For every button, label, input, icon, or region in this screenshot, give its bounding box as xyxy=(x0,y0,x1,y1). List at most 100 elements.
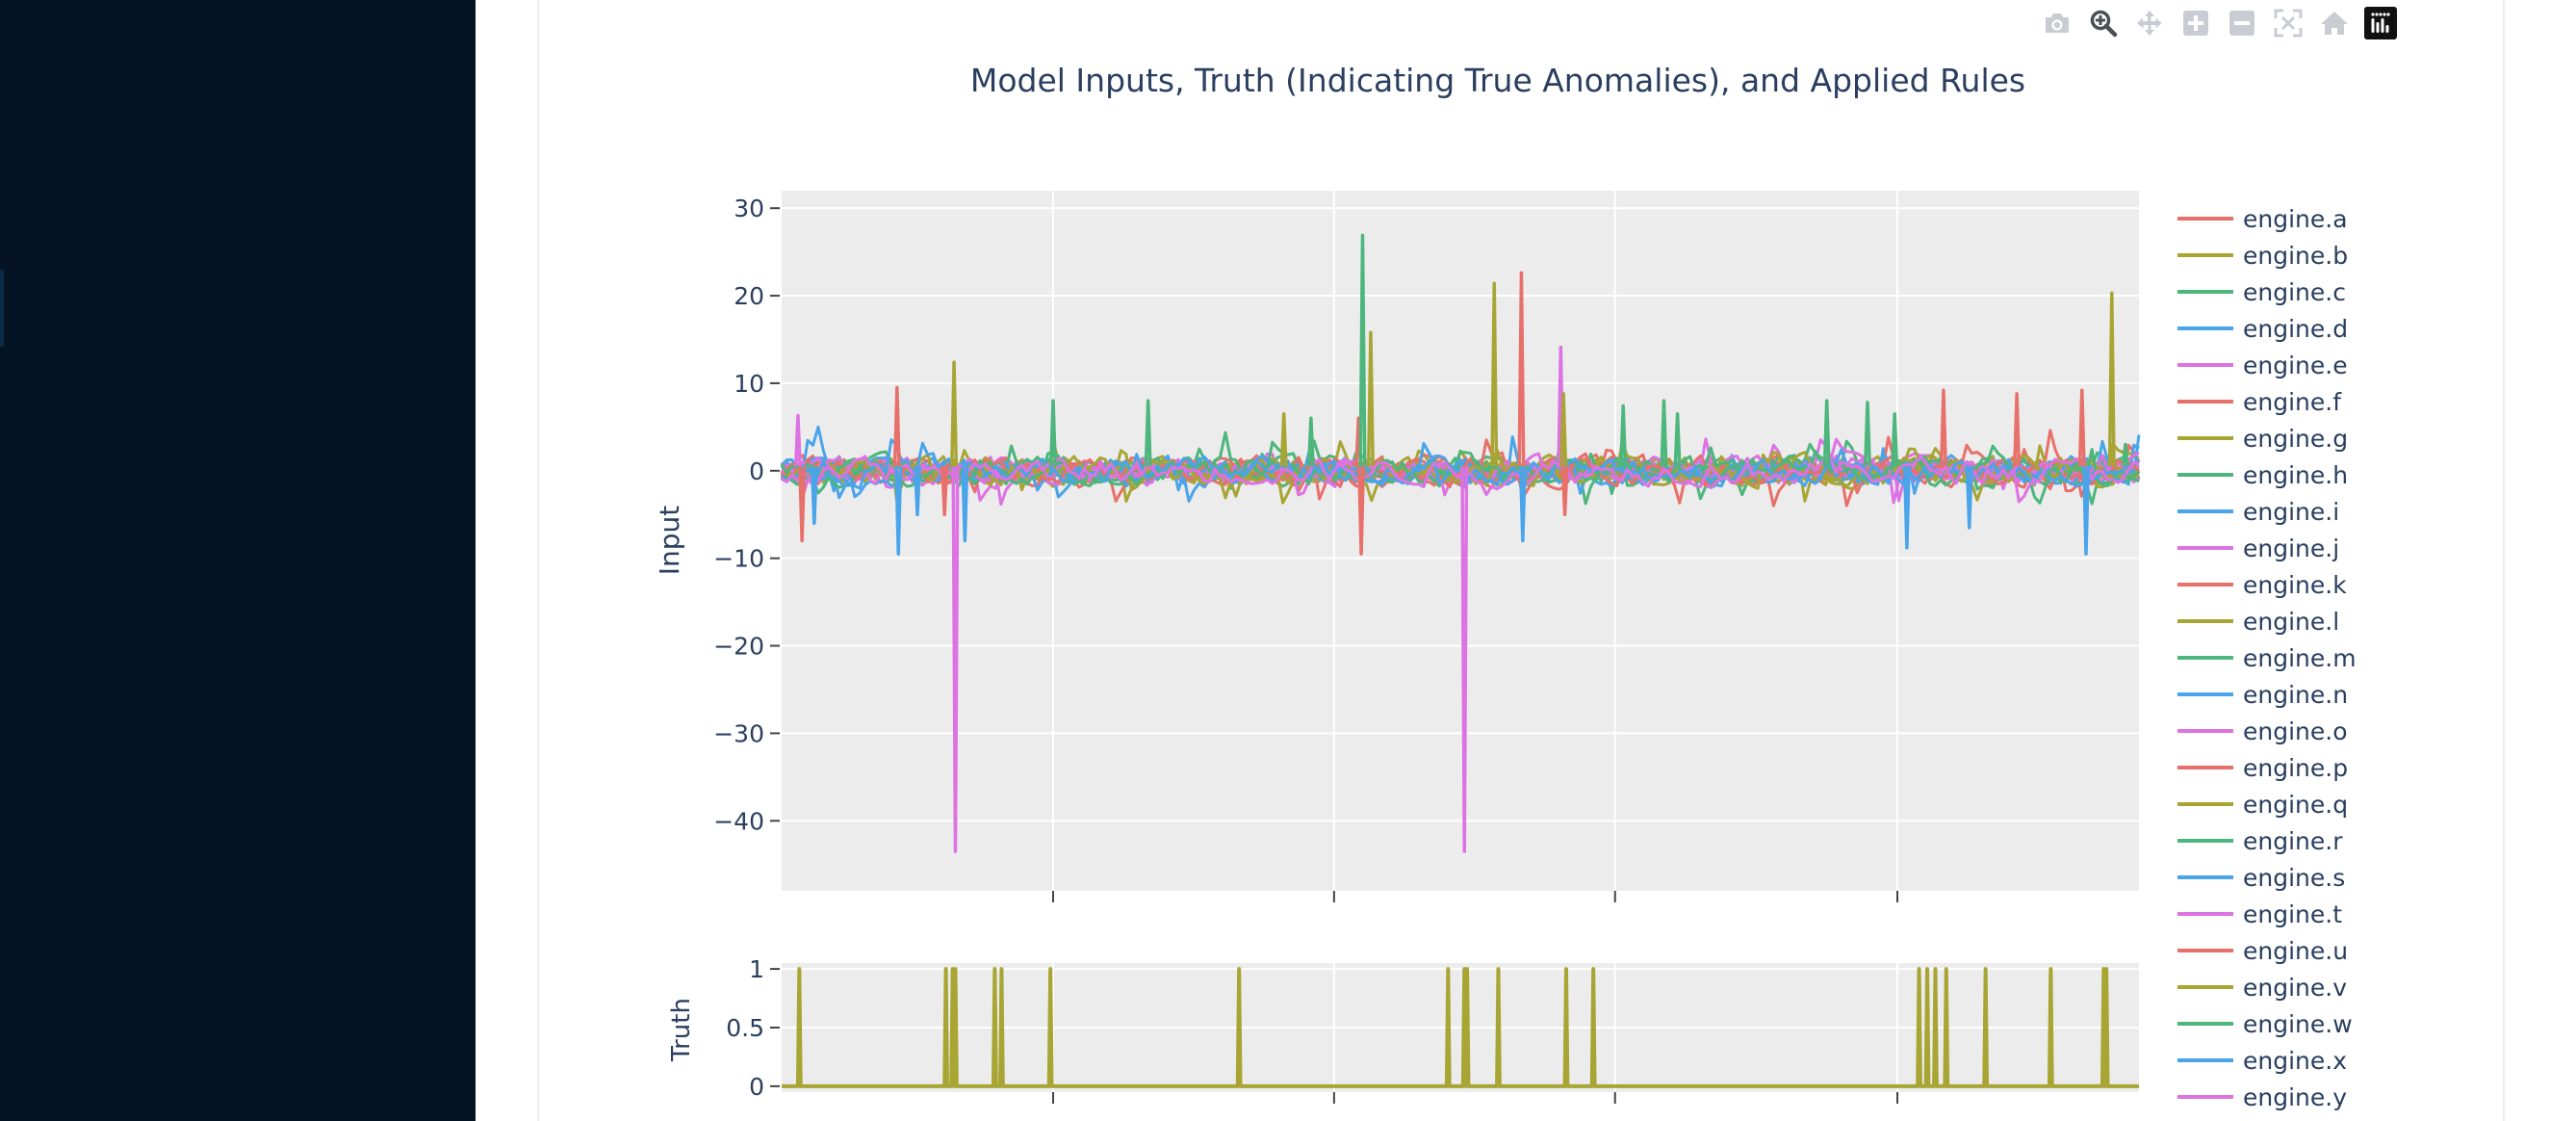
noise-traces xyxy=(780,425,2141,508)
main-ytick-label-4: −10 xyxy=(713,545,764,573)
legend-label: engine.t xyxy=(2243,900,2342,928)
truth-ytick-label-0: 1 xyxy=(749,955,764,983)
sidebar xyxy=(0,0,476,1121)
legend: engine.a engine.b engine.c engine.d engine.e… xyxy=(2177,205,2357,1111)
legend-item-engine.w[interactable]: engine.w xyxy=(2177,1010,2353,1038)
autoscale-icon[interactable] xyxy=(2272,7,2305,39)
legend-label: engine.m xyxy=(2243,644,2357,672)
legend-item-engine.r[interactable]: engine.r xyxy=(2177,827,2343,855)
legend-item-engine.x[interactable]: engine.x xyxy=(2177,1047,2347,1075)
truth-y-axis: 10.50 xyxy=(726,955,780,1101)
legend-label: engine.e xyxy=(2243,352,2348,379)
spike-31 xyxy=(1902,466,1911,550)
spike-9 xyxy=(961,466,969,543)
home-icon[interactable] xyxy=(2318,7,2351,39)
legend-item-engine.e[interactable]: engine.e xyxy=(2177,352,2348,379)
content-divider-left xyxy=(537,0,539,1121)
zoom-in-icon[interactable] xyxy=(2179,7,2212,39)
sidebar-marker xyxy=(0,270,4,347)
spike-32 xyxy=(1939,388,1947,467)
main-plot-area[interactable] xyxy=(782,191,2139,891)
legend-item-engine.v[interactable]: engine.v xyxy=(2177,974,2347,1002)
legend-label: engine.j xyxy=(2243,534,2339,562)
spike-23 xyxy=(1559,392,1568,467)
content-divider-right xyxy=(2503,0,2505,1121)
spike-34 xyxy=(2013,392,2022,467)
zoom-icon[interactable] xyxy=(2087,7,2120,39)
legend-item-engine.m[interactable]: engine.m xyxy=(2177,644,2357,672)
plotly-logo-icon[interactable] xyxy=(2364,7,2397,39)
legend-label: engine.n xyxy=(2243,681,2348,709)
spike-20 xyxy=(1517,271,1526,467)
spike-15 xyxy=(1357,466,1366,556)
truth-ytick-label-1: 0.5 xyxy=(726,1014,764,1042)
spike-4 xyxy=(894,466,903,556)
legend-label: engine.u xyxy=(2243,937,2348,965)
pan-icon[interactable] xyxy=(2133,7,2166,39)
legend-item-engine.a[interactable]: engine.a xyxy=(2177,205,2348,233)
spike-0 xyxy=(793,413,802,467)
truth-ytick-label-2: 0 xyxy=(749,1073,764,1101)
legend-item-engine.q[interactable]: engine.q xyxy=(2177,791,2348,819)
spike-36 xyxy=(2082,466,2091,556)
zoom-out-icon[interactable] xyxy=(2226,7,2258,39)
spike-10 xyxy=(1048,399,1058,467)
legend-item-engine.o[interactable]: engine.o xyxy=(2177,717,2348,745)
legend-item-engine.l[interactable]: engine.l xyxy=(2177,608,2339,636)
legend-label: engine.i xyxy=(2243,498,2339,526)
spike-5 xyxy=(913,466,922,516)
spike-35 xyxy=(2077,388,2086,467)
spike-37 xyxy=(2107,291,2116,467)
main-ytick-label-6: −30 xyxy=(713,719,764,747)
spike-25 xyxy=(1619,404,1628,467)
legend-label: engine.s xyxy=(2243,864,2345,892)
legend-item-engine.p[interactable]: engine.p xyxy=(2177,754,2348,782)
legend-label: engine.h xyxy=(2243,461,2348,489)
chart-title: Model Inputs, Truth (Indicating True Ano… xyxy=(970,62,2025,99)
legend-item-engine.t[interactable]: engine.t xyxy=(2177,900,2342,928)
main-ytick-label-5: −20 xyxy=(713,633,764,661)
legend-item-engine.i[interactable]: engine.i xyxy=(2177,498,2339,526)
legend-label: engine.d xyxy=(2243,315,2348,343)
main-y-axis: 30 20 10 0 −10 −20 −30 −40 xyxy=(713,195,780,835)
main-ytick-label-2: 10 xyxy=(734,370,764,398)
legend-label: engine.g xyxy=(2243,425,2348,453)
spike-12 xyxy=(1279,411,1288,467)
modebar xyxy=(2041,6,2410,40)
legend-label: engine.x xyxy=(2243,1047,2347,1075)
legend-item-engine.h[interactable]: engine.h xyxy=(2177,461,2348,489)
main-y-axis-label: Input xyxy=(654,506,685,576)
legend-item-engine.y[interactable]: engine.y xyxy=(2177,1083,2347,1111)
spike-19 xyxy=(1490,281,1499,467)
legend-item-engine.b[interactable]: engine.b xyxy=(2177,242,2348,270)
legend-item-engine.n[interactable]: engine.n xyxy=(2177,681,2348,709)
legend-label: engine.k xyxy=(2243,571,2347,599)
legend-item-engine.f[interactable]: engine.f xyxy=(2177,388,2342,416)
spike-24 xyxy=(1560,466,1569,516)
truth-x-axis xyxy=(1052,1092,1899,1104)
legend-item-engine.g[interactable]: engine.g xyxy=(2177,425,2348,453)
spike-27 xyxy=(1673,411,1682,467)
legend-label: engine.b xyxy=(2243,242,2348,270)
truth-line-path xyxy=(782,967,2139,1088)
legend-item-engine.j[interactable]: engine.j xyxy=(2177,534,2339,562)
camera-icon[interactable] xyxy=(2041,7,2074,39)
legend-item-engine.c[interactable]: engine.c xyxy=(2177,278,2346,306)
legend-item-engine.k[interactable]: engine.k xyxy=(2177,571,2347,599)
spike-17 xyxy=(1366,330,1375,467)
spike-21 xyxy=(1518,466,1527,543)
legend-item-engine.u[interactable]: engine.u xyxy=(2177,937,2348,965)
legend-label: engine.c xyxy=(2243,278,2346,306)
legend-label: engine.f xyxy=(2243,388,2342,416)
spike-18 xyxy=(1460,466,1469,853)
spike-8 xyxy=(951,466,960,853)
spike-13 xyxy=(1306,416,1315,467)
spike-6 xyxy=(940,466,949,516)
spike-30 xyxy=(1891,411,1899,467)
legend-item-engine.d[interactable]: engine.d xyxy=(2177,315,2348,343)
legend-label: engine.y xyxy=(2243,1083,2347,1111)
trace-engine.y xyxy=(781,456,2140,504)
legend-item-engine.s[interactable]: engine.s xyxy=(2177,864,2345,892)
spike-traces xyxy=(793,233,2129,853)
